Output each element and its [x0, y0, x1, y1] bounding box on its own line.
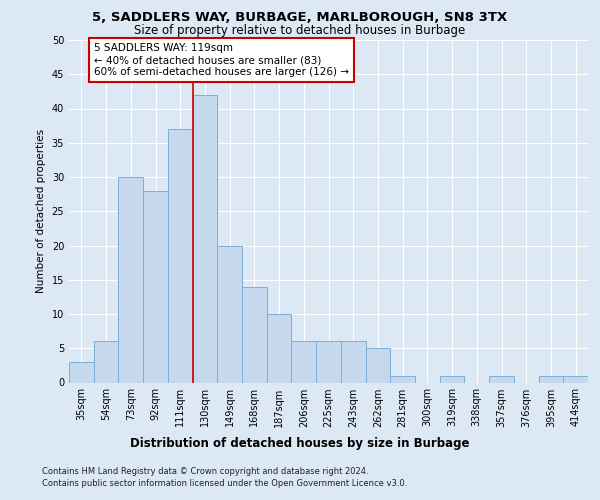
Text: Contains public sector information licensed under the Open Government Licence v3: Contains public sector information licen…: [42, 479, 407, 488]
Bar: [365, 348, 390, 382]
Bar: [217, 246, 242, 382]
Bar: [563, 376, 588, 382]
Bar: [168, 129, 193, 382]
Bar: [316, 342, 341, 382]
Y-axis label: Number of detached properties: Number of detached properties: [36, 129, 46, 294]
Text: Contains HM Land Registry data © Crown copyright and database right 2024.: Contains HM Land Registry data © Crown c…: [42, 468, 368, 476]
Bar: [489, 376, 514, 382]
Bar: [539, 376, 563, 382]
Bar: [440, 376, 464, 382]
Bar: [118, 177, 143, 382]
Bar: [143, 190, 168, 382]
Text: 5 SADDLERS WAY: 119sqm
← 40% of detached houses are smaller (83)
60% of semi-det: 5 SADDLERS WAY: 119sqm ← 40% of detached…: [94, 44, 349, 76]
Bar: [94, 342, 118, 382]
Bar: [341, 342, 365, 382]
Text: 5, SADDLERS WAY, BURBAGE, MARLBOROUGH, SN8 3TX: 5, SADDLERS WAY, BURBAGE, MARLBOROUGH, S…: [92, 11, 508, 24]
Bar: [242, 286, 267, 382]
Bar: [69, 362, 94, 382]
Bar: [292, 342, 316, 382]
Bar: [193, 95, 217, 382]
Bar: [267, 314, 292, 382]
Bar: [390, 376, 415, 382]
Text: Size of property relative to detached houses in Burbage: Size of property relative to detached ho…: [134, 24, 466, 37]
Text: Distribution of detached houses by size in Burbage: Distribution of detached houses by size …: [130, 438, 470, 450]
